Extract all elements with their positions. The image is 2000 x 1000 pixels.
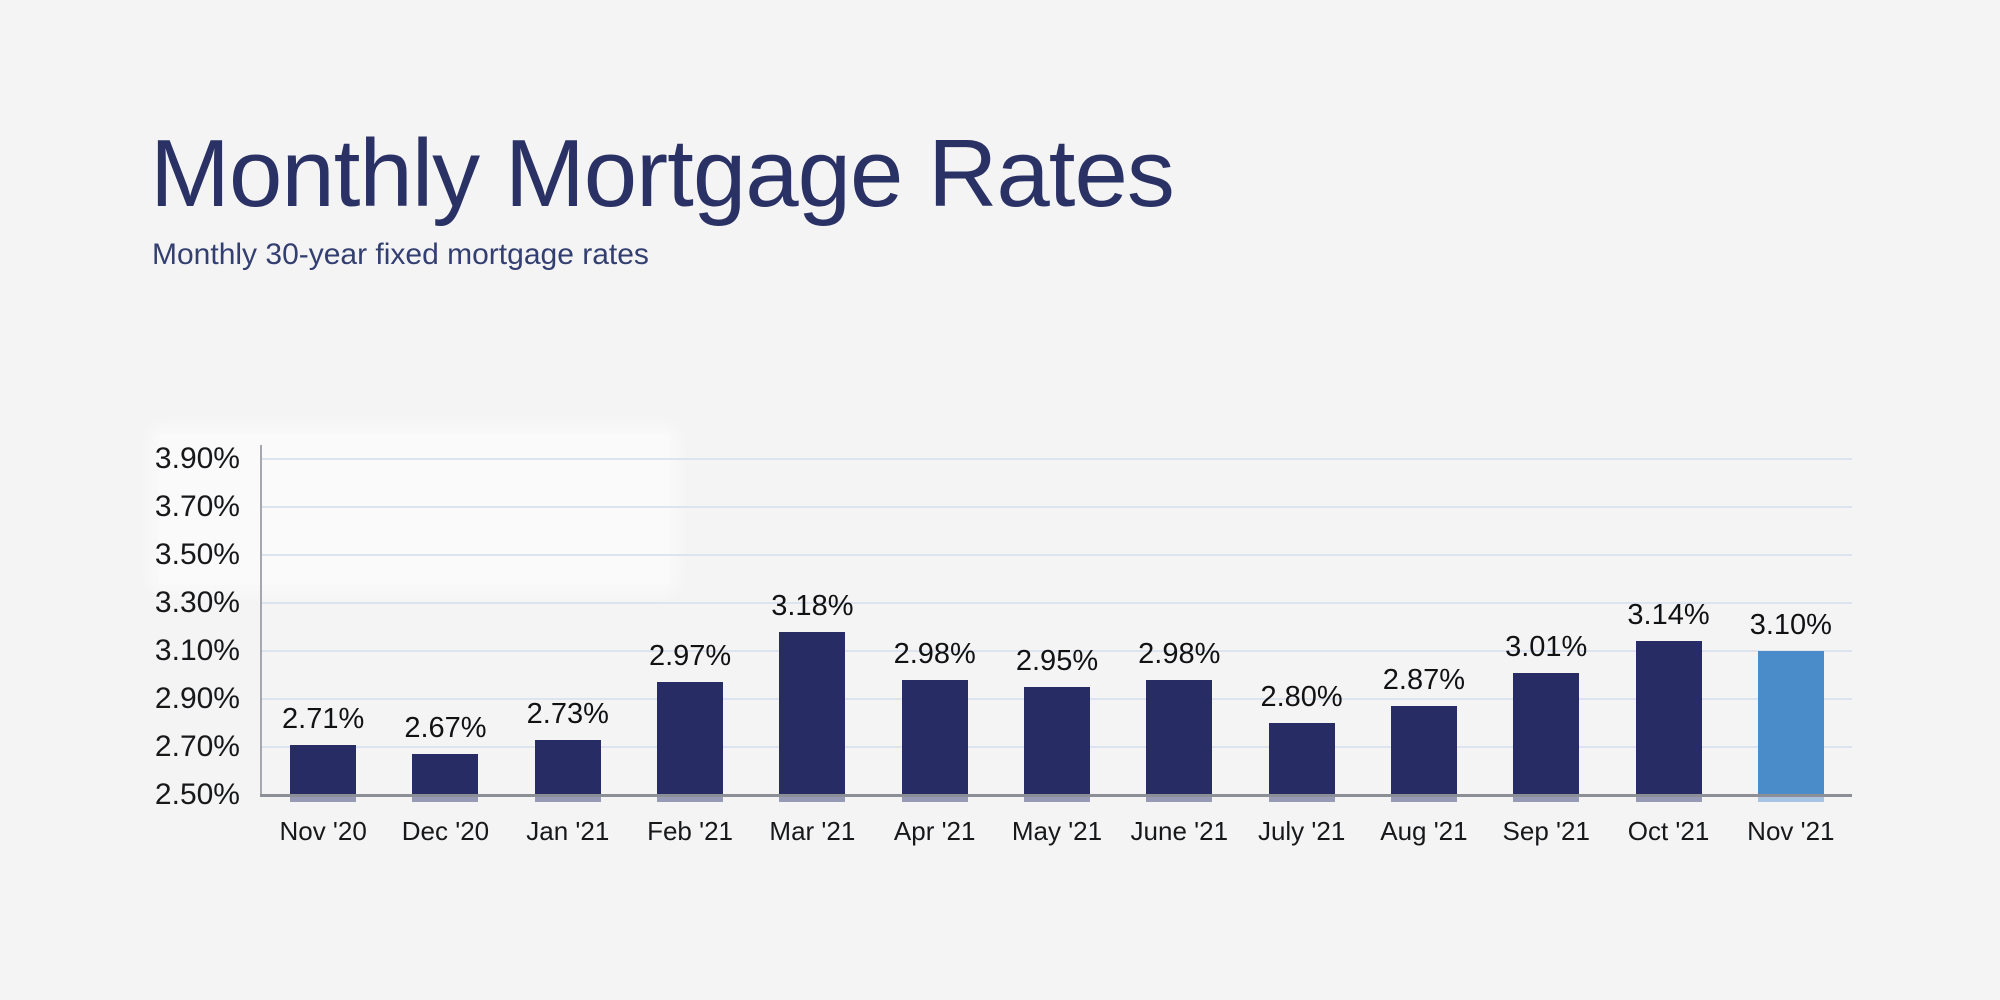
x-axis-label: Apr '21 <box>893 816 976 846</box>
gridline <box>262 554 1852 556</box>
x-axis-label: July '21 <box>1257 816 1346 846</box>
x-axis-label: Mar '21 <box>769 816 856 846</box>
page-title: Monthly Mortgage Rates <box>150 120 1175 227</box>
bar <box>1146 679 1213 803</box>
x-axis-label: Jan '21 <box>526 816 610 846</box>
bar-value-label: 2.98% <box>893 637 976 670</box>
gridline <box>262 602 1852 604</box>
bar-value-label: 2.80% <box>1260 681 1343 713</box>
x-axis-label: Sep '21 <box>1502 816 1590 846</box>
y-axis-line <box>260 445 262 797</box>
bar <box>534 739 601 803</box>
x-axis-label: Nov '21 <box>1747 816 1835 846</box>
x-baseline <box>260 794 1852 797</box>
bar-highlighted <box>1757 651 1824 802</box>
bar-value-label: 3.10% <box>1749 609 1832 641</box>
bar <box>1268 723 1335 802</box>
y-axis-tick-label: 3.90% <box>154 442 240 475</box>
bar <box>779 631 846 803</box>
bar <box>290 744 357 803</box>
bar <box>901 679 968 803</box>
bar <box>1024 687 1090 802</box>
x-axis-label: Aug '21 <box>1380 816 1468 846</box>
bar-value-label: 2.73% <box>526 697 609 730</box>
gridline <box>262 506 1852 508</box>
y-axis-tick-label: 3.70% <box>154 490 240 523</box>
bar-value-label: 2.97% <box>648 640 732 673</box>
x-axis-label: Feb '21 <box>647 816 734 846</box>
bar <box>1635 641 1702 802</box>
y-axis-tick-label: 2.70% <box>154 730 240 763</box>
bar-value-label: 3.14% <box>1627 599 1710 632</box>
y-axis-tick-label: 2.50% <box>154 778 240 811</box>
bar-value-label: 2.87% <box>1382 664 1466 697</box>
gridline <box>262 650 1852 652</box>
y-axis-tick-label: 3.50% <box>154 538 240 571</box>
bar-value-label: 2.71% <box>282 702 365 735</box>
bar-value-label: 3.18% <box>771 589 854 622</box>
x-axis-label: Dec '20 <box>401 816 490 846</box>
x-axis-label: June '21 <box>1130 816 1229 846</box>
bar-value-label: 2.67% <box>404 712 487 745</box>
x-axis-label: Oct '21 <box>1627 816 1710 846</box>
bar <box>1390 706 1457 802</box>
y-axis-tick-label: 3.10% <box>154 634 240 667</box>
bar <box>1513 672 1580 803</box>
y-axis-tick-label: 2.90% <box>154 682 240 715</box>
gridline <box>262 458 1852 460</box>
x-axis-label: Nov '20 <box>279 816 367 846</box>
x-axis-label: May '21 <box>1011 816 1103 846</box>
bar-value-label: 3.01% <box>1505 630 1588 663</box>
y-axis-tick-label: 3.30% <box>154 586 240 619</box>
bar-value-label: 2.95% <box>1015 645 1099 677</box>
bar <box>657 682 724 802</box>
page-subtitle: Monthly 30-year fixed mortgage rates <box>152 238 649 271</box>
bar-value-label: 2.98% <box>1138 637 1221 670</box>
